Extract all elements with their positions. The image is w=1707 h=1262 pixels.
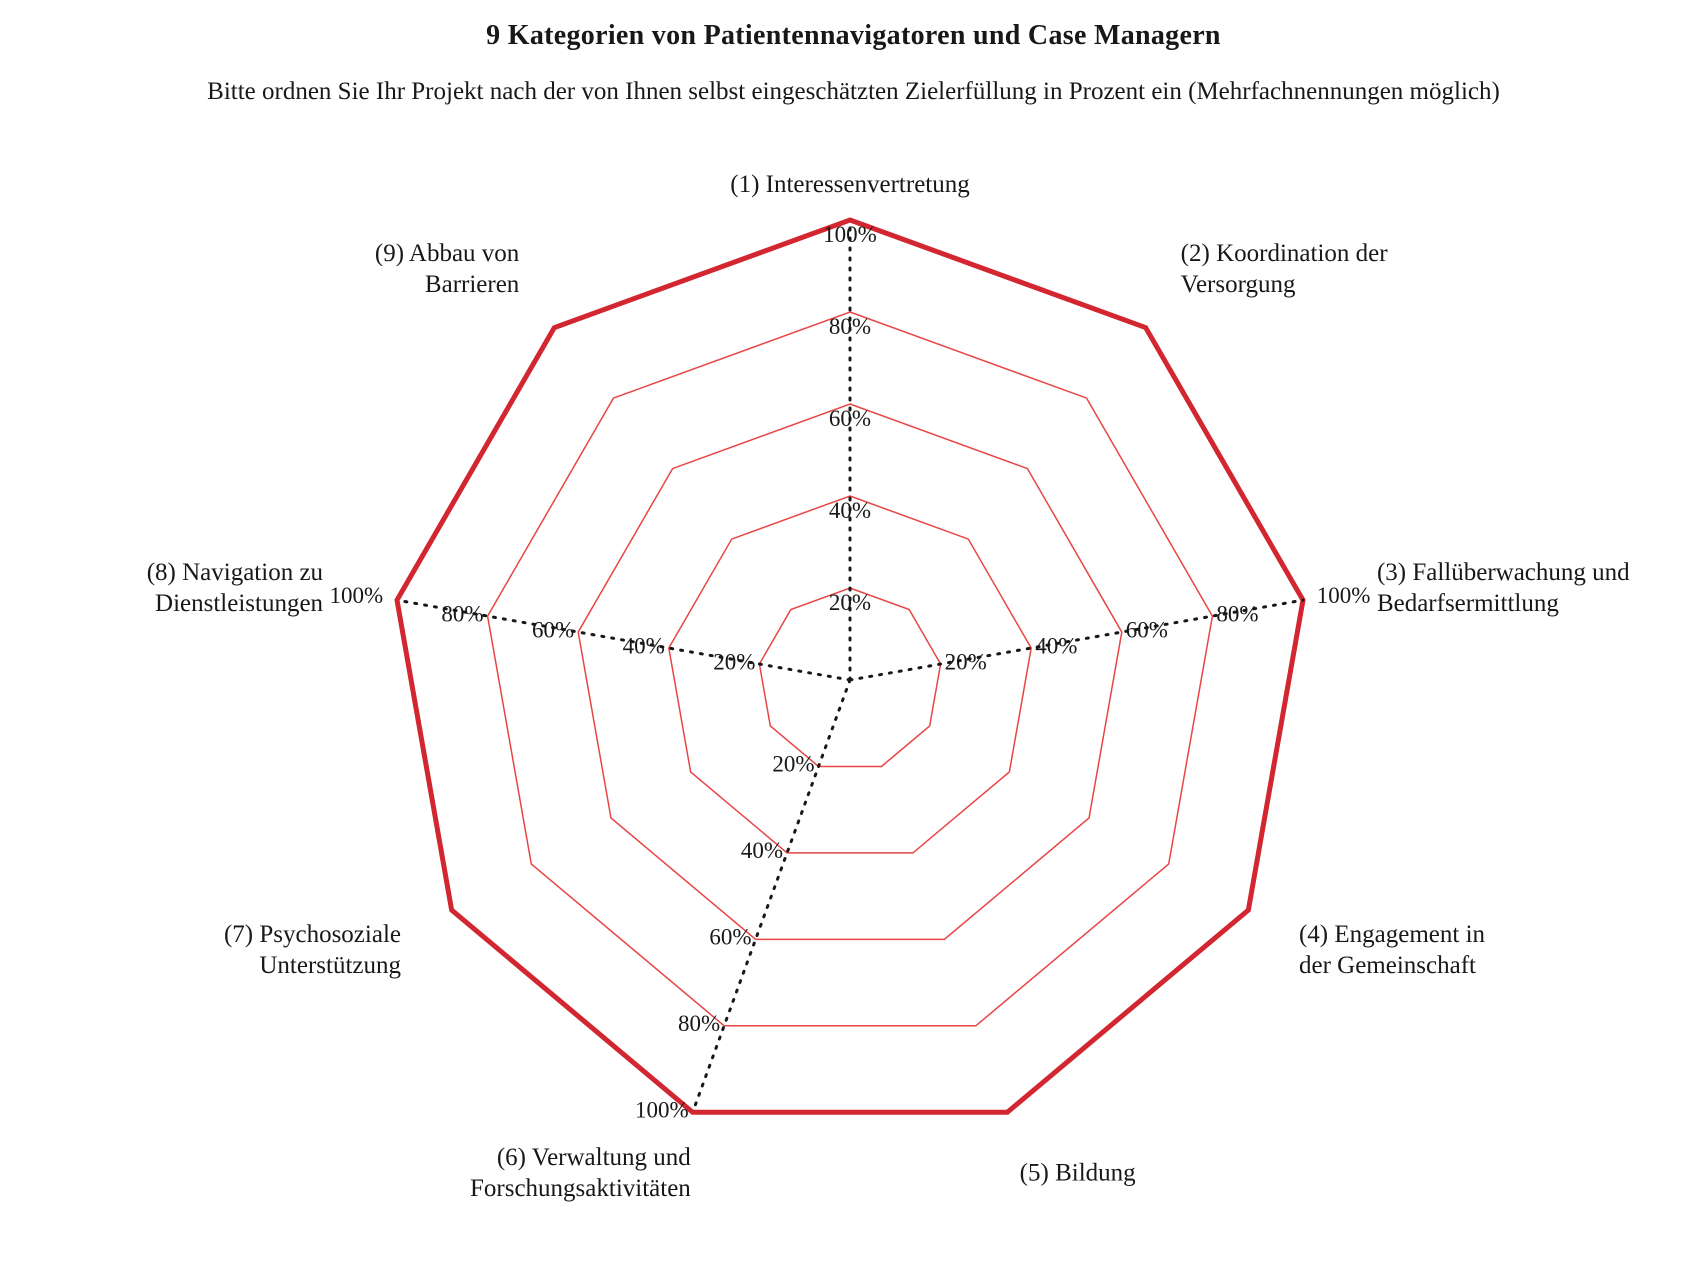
tick-label: 100% bbox=[330, 583, 384, 608]
tick-label: 80% bbox=[829, 314, 871, 339]
tick-label: 100% bbox=[823, 222, 877, 247]
tick-label: 40% bbox=[741, 838, 783, 863]
axis-label-1: (1) Interessenvertretung bbox=[730, 169, 969, 200]
tick-label: 60% bbox=[1126, 617, 1168, 642]
tick-label: 60% bbox=[709, 925, 751, 950]
tick-label: 80% bbox=[441, 601, 483, 626]
tick-label: 40% bbox=[829, 498, 871, 523]
tick-label: 20% bbox=[772, 752, 814, 777]
axis-label-7: (7) Psychosoziale Unterstützung bbox=[224, 919, 401, 982]
tick-label: 100% bbox=[635, 1098, 689, 1123]
axis-label-3: (3) Fallüberwachung und Bedarfsermittlun… bbox=[1377, 557, 1630, 620]
tick-label: 20% bbox=[945, 649, 987, 674]
axis-label-8: (8) Navigation zu Dienstleistungen bbox=[147, 557, 323, 620]
tick-label: 100% bbox=[1317, 583, 1371, 608]
tick-label: 40% bbox=[1035, 633, 1077, 658]
tick-label: 60% bbox=[532, 617, 574, 642]
axis-label-2: (2) Koordination der Versorgung bbox=[1181, 238, 1388, 301]
tick-label: 40% bbox=[623, 633, 665, 658]
axis-label-5: (5) Bildung bbox=[1020, 1157, 1136, 1188]
tick-label: 80% bbox=[1216, 601, 1258, 626]
grid-ring-100 bbox=[397, 220, 1303, 1112]
grid-ring-60 bbox=[578, 404, 1122, 939]
tick-label: 20% bbox=[713, 649, 755, 674]
axis-label-9: (9) Abbau von Barrieren bbox=[375, 238, 519, 301]
radial-axis-5 bbox=[693, 680, 850, 1112]
tick-label: 80% bbox=[678, 1011, 720, 1036]
axis-label-4: (4) Engagement in der Gemeinschaft bbox=[1299, 919, 1485, 982]
chart-page: 9 Kategorien von Patientennavigatoren un… bbox=[0, 0, 1707, 1262]
axis-label-6: (6) Verwaltung und Forschungsaktivitäten bbox=[470, 1142, 691, 1205]
tick-label: 20% bbox=[829, 590, 871, 615]
tick-label: 60% bbox=[829, 406, 871, 431]
